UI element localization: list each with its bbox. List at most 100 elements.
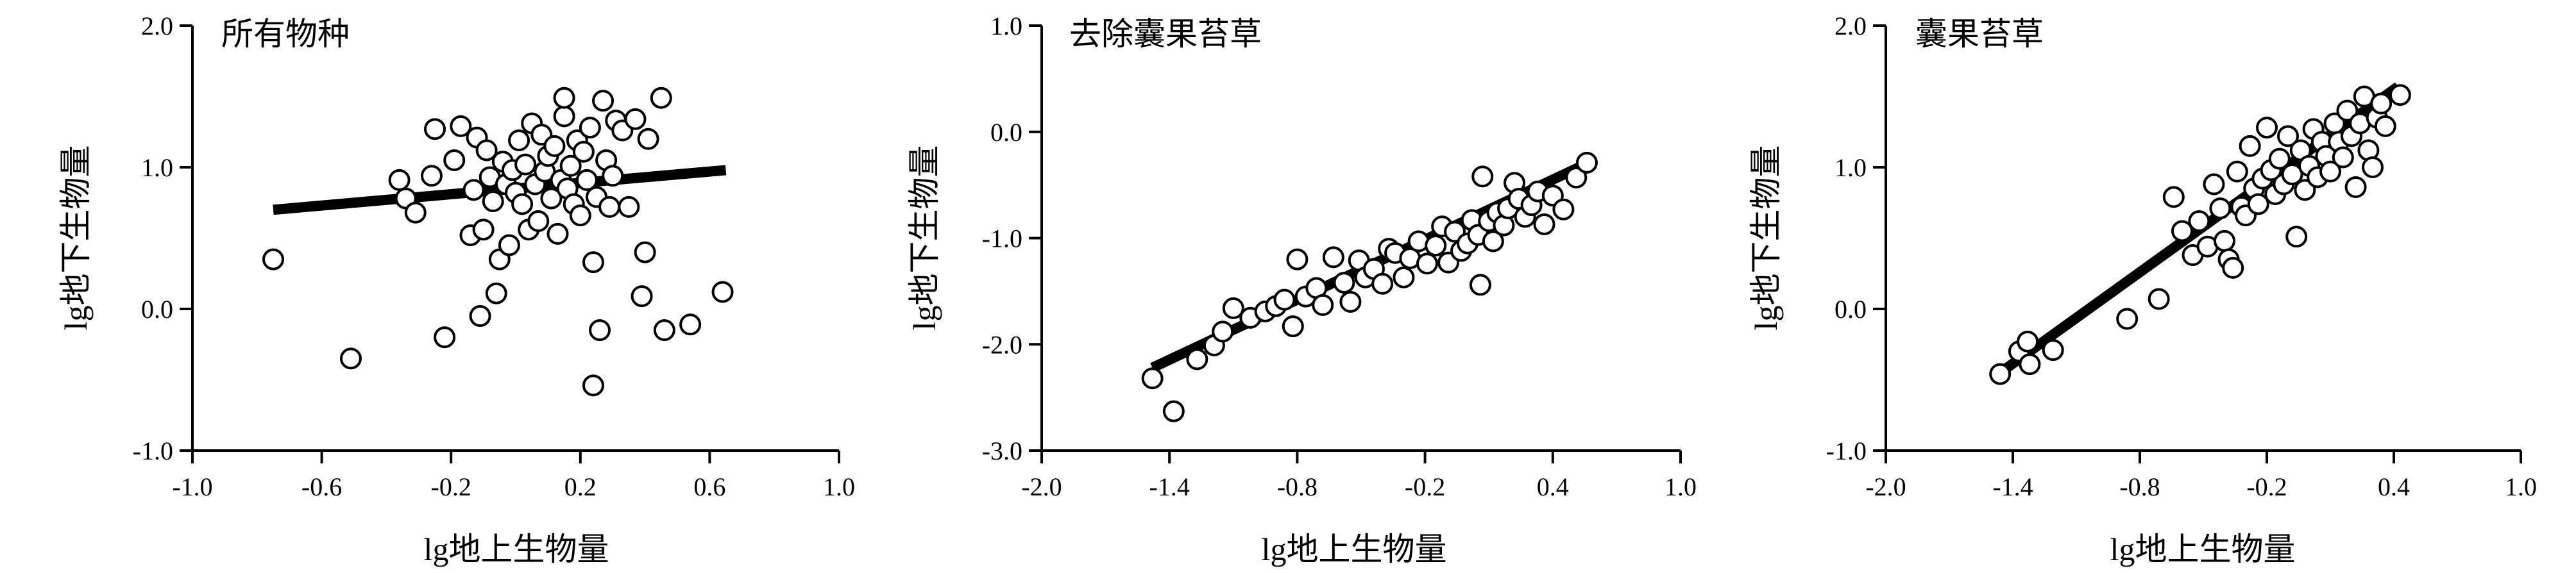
- data-point: [434, 326, 456, 349]
- panel-carex: lg地下生物量 lg地上生物量 囊果苔草 -2.0 -1.4 -0.8 -0.2 0.4…: [1748, 12, 2537, 567]
- data-point: [404, 201, 427, 224]
- data-point: [1393, 266, 1415, 288]
- data-point: [582, 251, 604, 274]
- data-point: [1533, 213, 1555, 235]
- data-point: [1273, 288, 1296, 311]
- data-point: [2389, 84, 2411, 106]
- panel-all-species: lg地下生物量 lg地上生物量 所有物种 -1.0 -0.6 -0.2 0.2 0.6 1…: [58, 12, 855, 567]
- data-point: [2285, 226, 2308, 248]
- x-tick-label: 1.0: [2505, 472, 2537, 501]
- x-tick-label: -0.6: [301, 472, 342, 501]
- data-point: [711, 281, 734, 303]
- data-point: [482, 190, 504, 213]
- x-tick-label: -0.2: [431, 472, 471, 501]
- data-point: [2148, 288, 2170, 310]
- data-point: [1312, 294, 1334, 316]
- data-point: [2188, 210, 2210, 232]
- data-point: [634, 241, 656, 263]
- data-point: [575, 169, 598, 191]
- data-point: [540, 187, 563, 210]
- data-point: [475, 139, 498, 162]
- data-point: [559, 154, 582, 177]
- x-tick-label: -1.4: [1992, 472, 2033, 501]
- data-point: [2226, 160, 2248, 183]
- data-point: [547, 222, 569, 245]
- x-tick-label: -0.2: [2246, 472, 2287, 501]
- data-point: [1282, 315, 1304, 338]
- data-point: [1286, 248, 1309, 270]
- data-point: [653, 319, 675, 342]
- data-point: [572, 140, 595, 163]
- data-point: [2116, 308, 2139, 330]
- data-point: [582, 374, 604, 397]
- data-point: [2203, 173, 2225, 195]
- data-point: [443, 149, 466, 171]
- x-axis-label: lg地上生物量: [424, 531, 609, 567]
- data-point: [602, 165, 624, 187]
- data-point: [424, 118, 446, 140]
- data-point: [514, 153, 537, 176]
- x-tick-label: -1.4: [1149, 472, 1190, 501]
- data-point: [1552, 198, 1575, 220]
- data-point: [2247, 193, 2269, 215]
- data-point: [2209, 197, 2232, 220]
- data-point: [624, 108, 647, 130]
- x-tick-label: 0.4: [2378, 472, 2410, 501]
- data-point: [2239, 135, 2261, 157]
- plot-area: -2.0 -1.4 -0.8 -0.2 0.4 1.0 2.0 1.0 0.0 -1.0: [1826, 12, 2537, 501]
- data-point: [527, 210, 550, 232]
- data-point: [1186, 348, 1208, 370]
- data-point: [2332, 146, 2354, 169]
- data-point: [1339, 290, 1362, 313]
- data-point: [589, 319, 611, 342]
- data-point: [2281, 163, 2303, 186]
- data-point: [598, 195, 621, 218]
- data-point: [462, 179, 485, 201]
- data-point: [592, 90, 614, 112]
- data-point: [2370, 92, 2393, 115]
- plot-area: -2.0 -1.4 -0.8 -0.2 0.4 1.0 1.0 0.0 -1.0 -2.0 -3.0: [982, 12, 1697, 501]
- data-point: [2162, 186, 2185, 208]
- x-axis-label: lg地上生物量: [1262, 531, 1447, 567]
- x-tick-label: -0.8: [1277, 472, 1318, 501]
- y-tick-label: -3.0: [982, 436, 1022, 465]
- y-axis-label: lg地下生物量: [906, 145, 942, 331]
- data-point: [2017, 330, 2039, 353]
- data-point: [1989, 363, 2012, 385]
- data-point: [2362, 156, 2384, 178]
- data-point: [498, 234, 520, 256]
- y-tick-label: 1.0: [990, 12, 1022, 40]
- x-tick-label: -0.8: [2119, 472, 2160, 501]
- x-tick-label: -0.2: [1405, 472, 1445, 501]
- data-point: [1162, 400, 1185, 422]
- y-tick-label: 2.0: [1835, 12, 1867, 40]
- data-point: [1575, 151, 1598, 174]
- data-point: [1141, 367, 1164, 390]
- data-point: [339, 347, 362, 370]
- data-point: [1322, 246, 1344, 269]
- data-point: [618, 195, 640, 218]
- y-tick-label: 2.0: [141, 12, 173, 40]
- data-point: [2222, 256, 2244, 279]
- data-point: [2277, 125, 2299, 147]
- y-tick-label: 1.0: [1835, 153, 1867, 182]
- data-point: [2336, 99, 2359, 122]
- panel-title: 囊果苔草: [1915, 15, 2044, 53]
- data-point: [1471, 165, 1494, 188]
- data-point: [631, 285, 653, 308]
- plot-area: -1.0 -0.6 -0.2 0.2 0.6 1.0 2.0 1.0 0.0 -1.0: [133, 12, 855, 501]
- data-point: [1482, 230, 1504, 253]
- x-tick-label: -2.0: [1021, 472, 1062, 501]
- y-tick-label: 1.0: [141, 153, 173, 182]
- data-point: [553, 105, 575, 128]
- y-axis-label: lg地下生物量: [1748, 145, 1784, 331]
- data-point: [2214, 229, 2235, 252]
- data-point: [1212, 320, 1234, 343]
- data-point: [472, 219, 495, 241]
- data-point: [388, 169, 411, 191]
- panel-title: 所有物种: [221, 15, 350, 53]
- x-tick-label: -2.0: [1865, 472, 1906, 501]
- y-axis-label: lg地下生物量: [58, 145, 94, 331]
- data-point: [1333, 272, 1355, 294]
